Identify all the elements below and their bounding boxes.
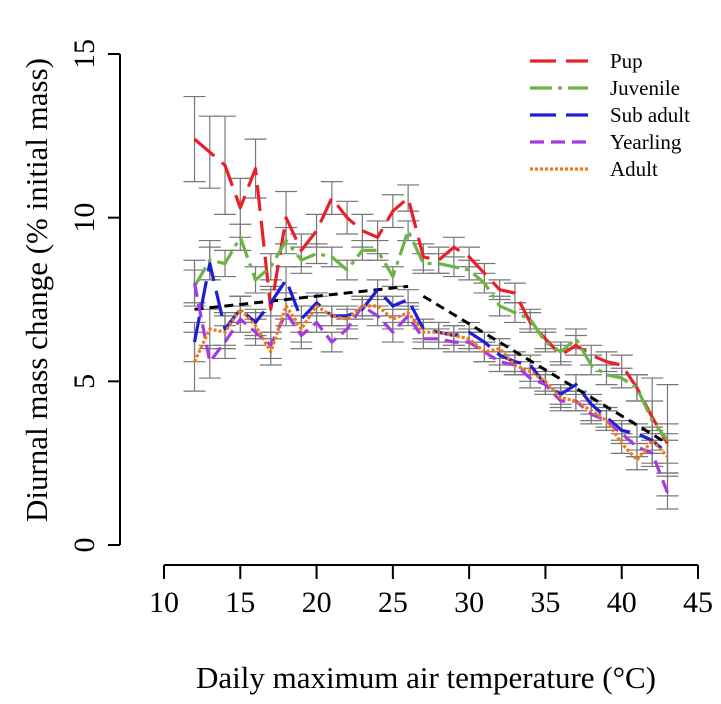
series-line-juvenile (193, 229, 669, 442)
series-line-pup (193, 137, 669, 445)
y-axis-title: Diurnal mass change (% initial mass) (19, 58, 54, 522)
trend-lines (194, 284, 669, 445)
x-axis-title: Daily maximum air temperature (°C) (196, 660, 656, 695)
x-tick-label: 35 (530, 586, 560, 619)
axes: 0 5 10 15 10 15 20 25 30 35 40 45 (68, 39, 713, 619)
legend-label: Adult (610, 157, 658, 181)
x-tick-label: 30 (454, 586, 484, 619)
series-line-sub-adult (192, 261, 669, 455)
series-lines (192, 137, 669, 494)
series-line-yearling (192, 282, 669, 494)
legend-label: Yearling (610, 130, 682, 154)
x-tick-label: 40 (607, 586, 637, 619)
legend-label: Pup (610, 49, 643, 73)
y-tick-label: 15 (68, 39, 101, 69)
trend-line (194, 284, 409, 311)
legend-label: Sub adult (610, 103, 690, 127)
trend-line (422, 294, 669, 445)
x-tick-label: 45 (683, 586, 713, 619)
y-tick-label: 10 (68, 203, 101, 233)
y-tick-label: 0 (68, 538, 101, 553)
x-tick-label: 15 (225, 586, 255, 619)
x-tick-label: 25 (378, 586, 408, 619)
legend-label: Juvenile (610, 76, 680, 100)
y-tick-label: 5 (68, 374, 101, 389)
x-tick-label: 10 (149, 586, 179, 619)
legend: Pup Juvenile Sub adult Yearling Adult (530, 49, 690, 181)
x-tick-label: 20 (302, 586, 332, 619)
